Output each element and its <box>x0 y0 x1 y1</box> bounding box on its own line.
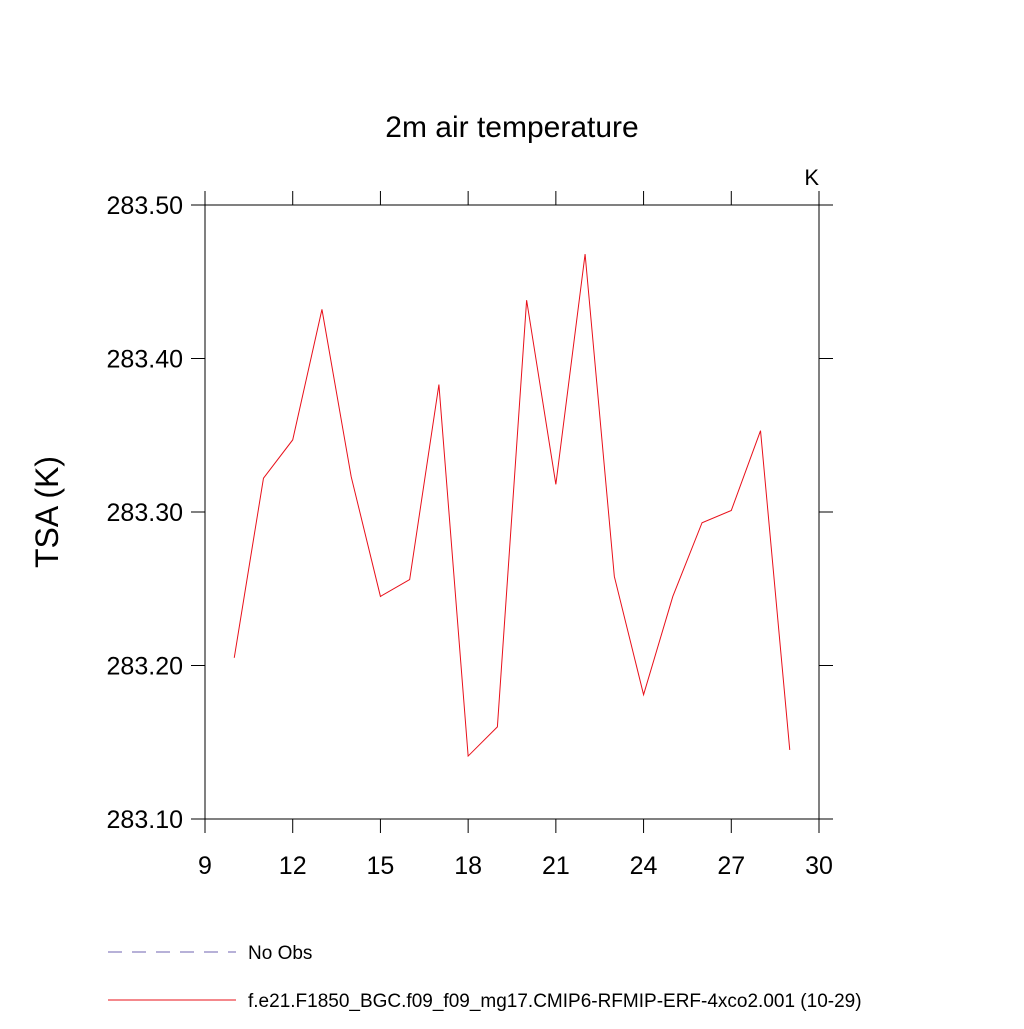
legend-label: No Obs <box>248 943 312 964</box>
x-tick-label: 12 <box>279 852 307 880</box>
x-tick-label: 27 <box>717 852 745 880</box>
x-tick-label: 24 <box>630 852 658 880</box>
data-line <box>233 254 791 758</box>
x-tick-label: 30 <box>805 852 833 880</box>
y-tick-label: 283.30 <box>107 499 183 527</box>
x-tick-label: 15 <box>367 852 395 880</box>
x-tick-label: 18 <box>454 852 482 880</box>
x-tick-label: 9 <box>198 852 212 880</box>
y-tick-label: 283.20 <box>107 653 183 681</box>
units-label: K <box>804 165 819 190</box>
x-tick-label: 21 <box>542 852 570 880</box>
y-axis-label: TSA (K) <box>29 456 65 568</box>
chart-title: 2m air temperature <box>385 111 638 144</box>
legend-label: f.e21.F1850_BGC.f09_f09_mg17.CMIP6-RFMIP… <box>248 991 862 1012</box>
y-tick-label: 283.50 <box>107 192 183 220</box>
y-tick-label: 283.40 <box>107 346 183 374</box>
y-tick-label: 283.10 <box>107 806 183 834</box>
